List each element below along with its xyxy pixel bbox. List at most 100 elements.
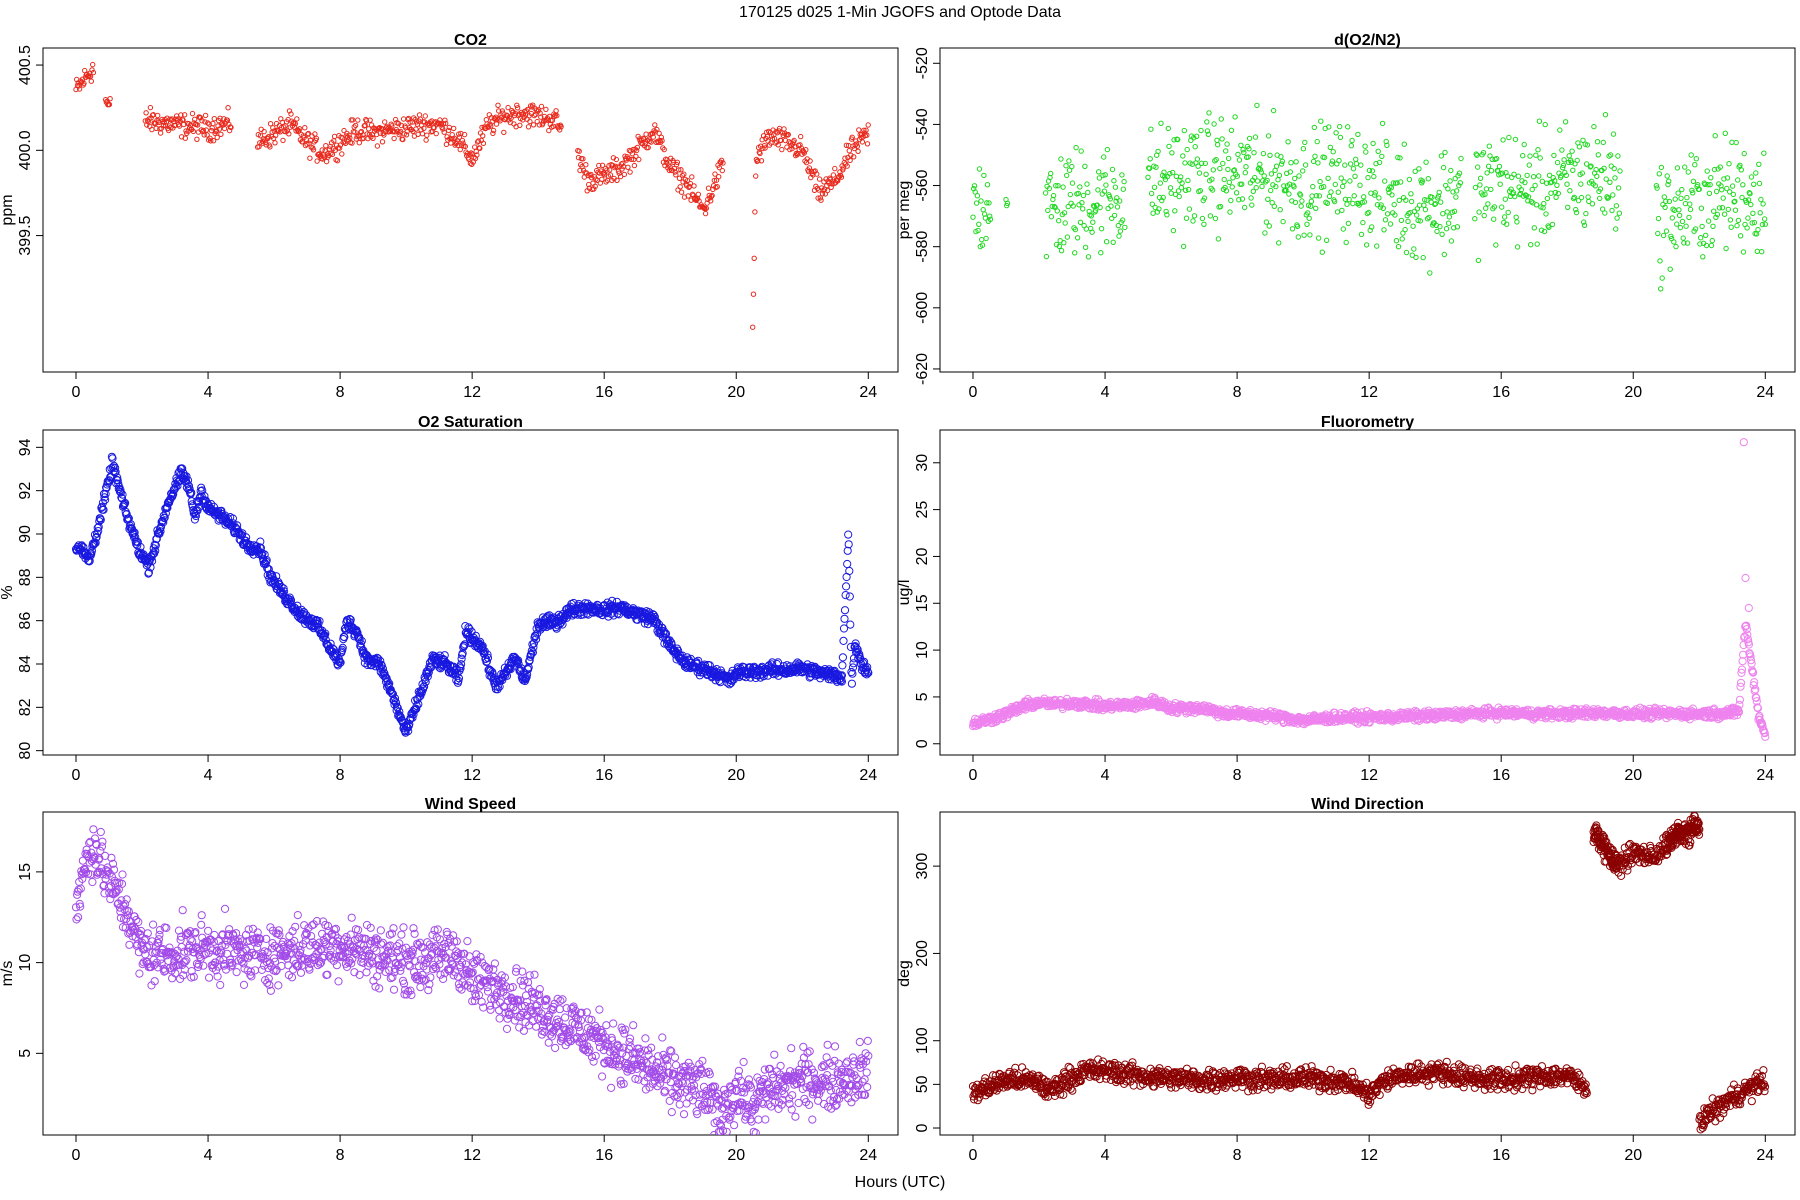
data-point (1439, 231, 1445, 238)
data-point (1113, 198, 1119, 204)
data-point (1146, 165, 1153, 172)
data-point (310, 147, 317, 153)
data-point (1234, 173, 1241, 179)
data-point (1271, 203, 1278, 210)
data-point (523, 108, 529, 114)
data-point (625, 164, 631, 171)
data-point (1744, 225, 1750, 231)
data-point (1730, 191, 1737, 198)
data-point (1150, 210, 1156, 216)
data-point (1178, 174, 1184, 180)
data-point (711, 177, 717, 184)
data-point (1720, 195, 1726, 201)
data-point (1067, 191, 1074, 198)
data-point (192, 116, 198, 123)
data-point (1557, 127, 1563, 133)
x-tick-label: 16 (1492, 384, 1510, 401)
data-point (1165, 125, 1172, 132)
data-point (678, 167, 684, 173)
data-point (490, 127, 497, 134)
data-point (101, 495, 110, 504)
data-point (1145, 174, 1151, 181)
data-point (185, 484, 194, 494)
data-point (1615, 153, 1621, 159)
data-point (407, 119, 413, 125)
data-point (864, 132, 870, 138)
data-point (1350, 200, 1356, 207)
data-point (151, 541, 160, 550)
x-tick-label: 12 (463, 1147, 481, 1164)
data-point (1738, 657, 1747, 666)
data-point (1159, 197, 1165, 204)
data-point (1416, 202, 1423, 208)
data-point (716, 174, 722, 180)
data-point (1552, 178, 1558, 184)
y-axis-label: % (0, 585, 16, 599)
x-tick-label: 4 (1101, 384, 1110, 401)
data-point (1073, 144, 1079, 151)
data-point (1666, 178, 1672, 184)
data-point (1119, 172, 1125, 178)
data-point (865, 122, 871, 128)
data-point (1752, 693, 1761, 703)
data-point (91, 538, 100, 548)
data-point (1561, 157, 1567, 163)
data-point (405, 720, 414, 729)
data-point (1443, 226, 1450, 232)
data-point (1542, 121, 1548, 128)
data-point (830, 172, 837, 178)
data-point (984, 182, 991, 188)
data-point (1072, 250, 1078, 256)
data-point (819, 191, 826, 197)
data-point (1706, 190, 1713, 197)
data-point (1096, 175, 1103, 181)
data-point (1593, 166, 1599, 173)
x-tick-label: 20 (727, 384, 745, 401)
data-point (1676, 212, 1683, 219)
data-point (305, 131, 311, 137)
data-point (416, 112, 423, 118)
data-point (1480, 150, 1487, 156)
data-point (649, 610, 658, 620)
data-point (1183, 215, 1190, 221)
data-point (1761, 732, 1770, 741)
data-point (1308, 203, 1314, 209)
data-point (1721, 176, 1727, 182)
x-tick-label: 0 (72, 384, 81, 401)
data-point (1398, 179, 1404, 185)
data-point (198, 486, 207, 495)
data-point (149, 126, 155, 133)
data-point (468, 150, 474, 156)
data-point (1669, 215, 1676, 221)
data-point (987, 213, 993, 219)
data-point (975, 227, 981, 234)
plot-frame (939, 429, 1796, 756)
data-point (528, 648, 538, 657)
data-point (1703, 232, 1709, 239)
data-point (1422, 197, 1428, 203)
data-point (1286, 181, 1293, 187)
data-point (216, 126, 223, 132)
data-point (1254, 102, 1260, 109)
x-tick-label: 16 (595, 384, 613, 401)
data-point (1147, 156, 1153, 162)
data-point (1298, 203, 1304, 209)
data-point (1602, 112, 1609, 118)
x-tick-label: 16 (1492, 767, 1510, 784)
data-point (214, 134, 220, 141)
data-point (339, 151, 345, 157)
data-point (553, 108, 559, 114)
data-point (1668, 233, 1674, 240)
data-point (111, 467, 120, 476)
data-point (1267, 152, 1273, 159)
data-point (531, 112, 537, 119)
data-point (1586, 198, 1592, 205)
data-point (1692, 162, 1698, 168)
data-point (493, 121, 500, 127)
data-point (1429, 194, 1435, 200)
data-point (1275, 177, 1281, 183)
data-point (1742, 625, 1751, 634)
data-point (1597, 186, 1604, 192)
data-point (1241, 204, 1248, 211)
data-point (848, 663, 858, 672)
